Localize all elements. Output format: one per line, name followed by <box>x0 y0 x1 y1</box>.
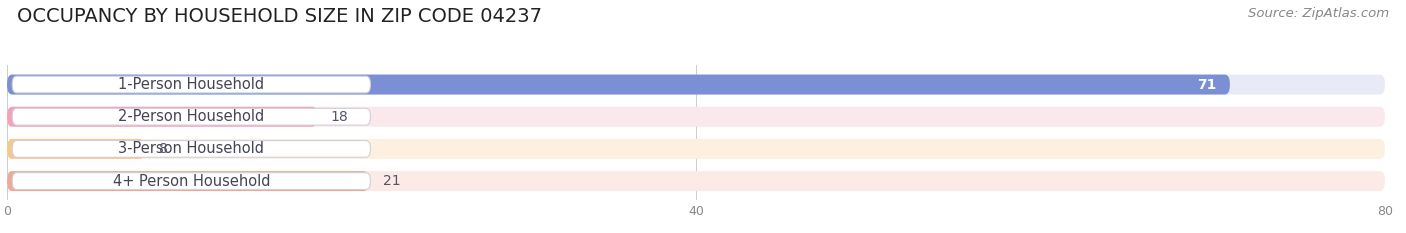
FancyBboxPatch shape <box>7 75 1385 95</box>
Text: 18: 18 <box>330 110 349 124</box>
Text: 1-Person Household: 1-Person Household <box>118 77 264 92</box>
Text: 4+ Person Household: 4+ Person Household <box>112 174 270 188</box>
Text: 2-Person Household: 2-Person Household <box>118 109 264 124</box>
FancyBboxPatch shape <box>13 173 370 189</box>
FancyBboxPatch shape <box>13 140 370 157</box>
Text: 21: 21 <box>382 174 401 188</box>
Text: OCCUPANCY BY HOUSEHOLD SIZE IN ZIP CODE 04237: OCCUPANCY BY HOUSEHOLD SIZE IN ZIP CODE … <box>17 7 541 26</box>
FancyBboxPatch shape <box>7 107 1385 127</box>
FancyBboxPatch shape <box>13 76 370 93</box>
FancyBboxPatch shape <box>7 75 1230 95</box>
Text: 71: 71 <box>1197 78 1216 92</box>
FancyBboxPatch shape <box>7 139 145 159</box>
FancyBboxPatch shape <box>7 171 1385 191</box>
FancyBboxPatch shape <box>13 108 370 125</box>
Text: Source: ZipAtlas.com: Source: ZipAtlas.com <box>1249 7 1389 20</box>
FancyBboxPatch shape <box>7 139 1385 159</box>
Text: 8: 8 <box>159 142 167 156</box>
FancyBboxPatch shape <box>7 171 368 191</box>
Text: 3-Person Household: 3-Person Household <box>118 141 264 156</box>
FancyBboxPatch shape <box>7 107 318 127</box>
